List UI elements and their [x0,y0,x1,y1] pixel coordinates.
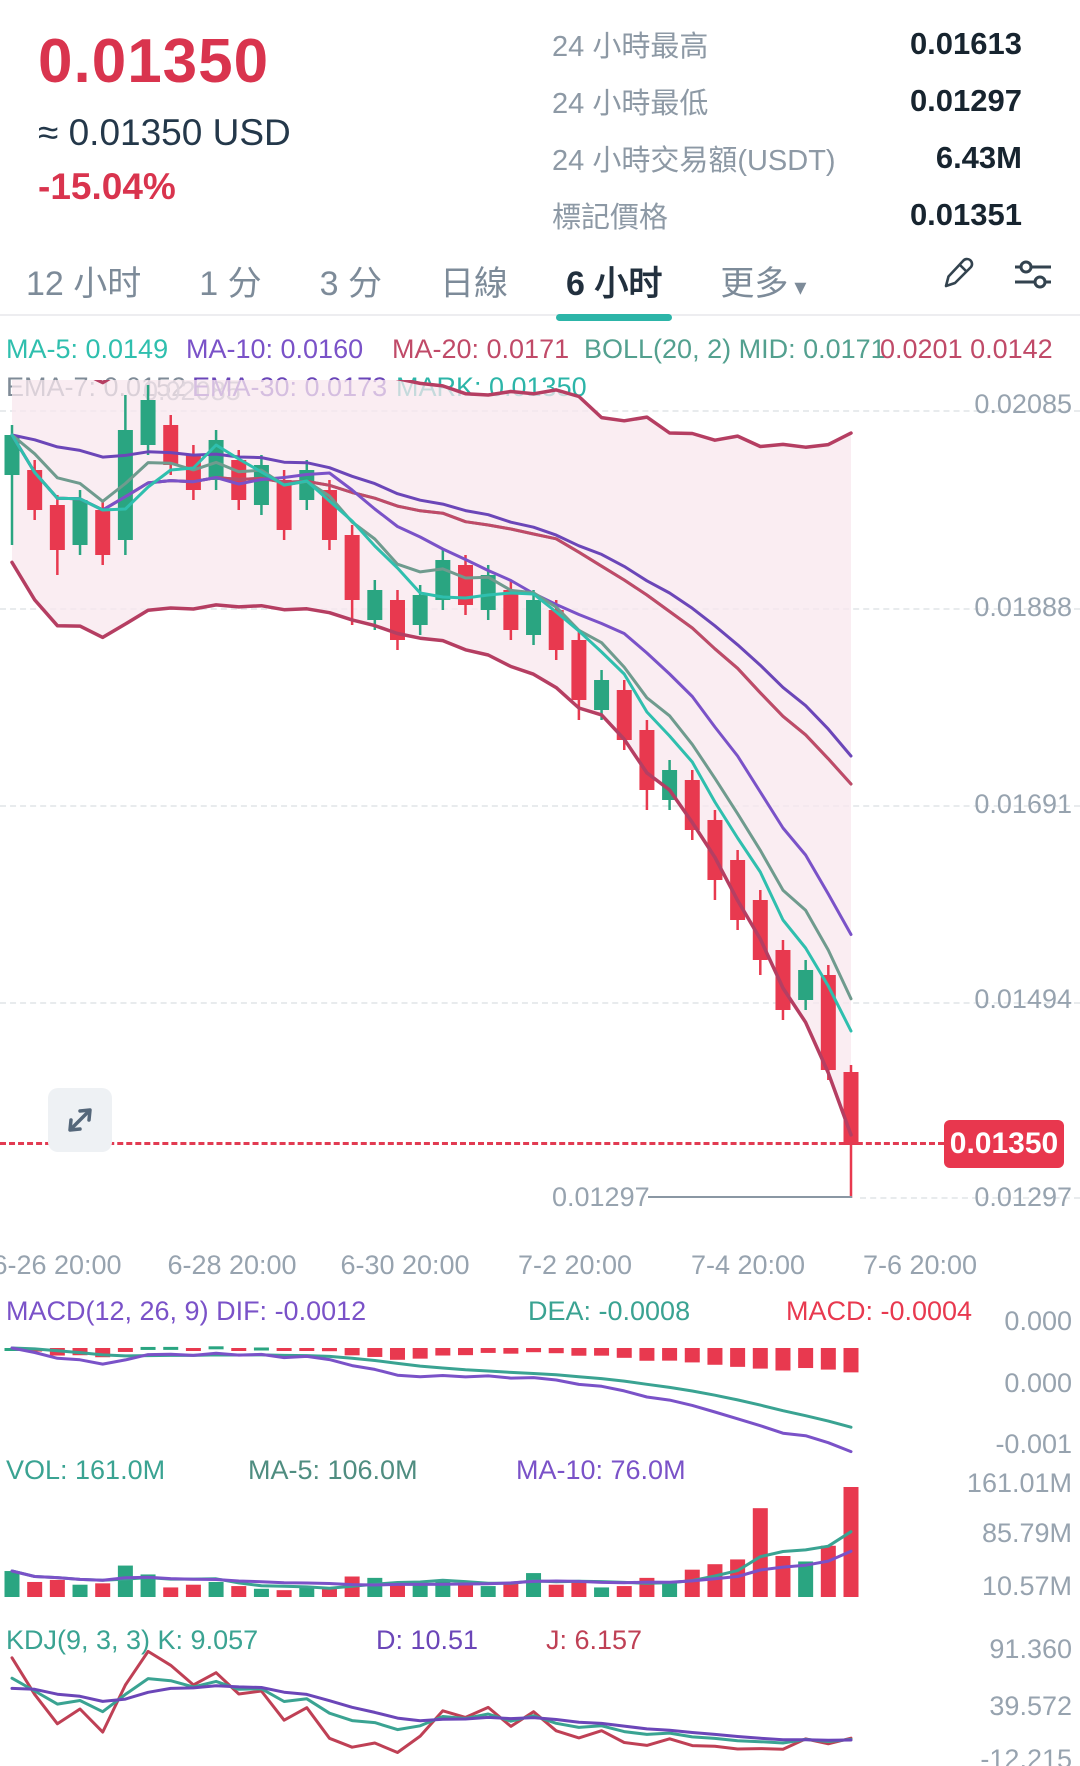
axis-label: 0.02085 [974,389,1072,419]
stat-label: 24 小時最高 [552,31,709,63]
axis-label: 0.000 [1004,1368,1072,1398]
stat-value: 0.01613 [909,26,1022,61]
axis-label: 0.01494 [974,984,1072,1014]
gridline [0,805,1080,807]
boll-band-values: 0.0201 0.0142 [880,334,1053,364]
candlestick-chart[interactable] [0,380,1080,1220]
stat-value: 0.01297 [909,83,1022,118]
axis-label: 91.360 [989,1634,1072,1664]
kdj-header-label: KDJ(9, 3, 3) K: 9.057 [6,1625,259,1655]
last-price-badge: 0.01350 [944,1120,1064,1168]
tab-3 分[interactable]: 3 分 [319,265,382,303]
tab-1 分[interactable]: 1 分 [199,265,262,303]
axis-label: 39.572 [989,1691,1072,1721]
time-axis-label: 7-2 20:00 [517,1250,633,1280]
interval-tab-bar: 12 小时 1 分 3 分 日線 6 小时 更多 ▾ [0,246,1080,321]
chevron-down-icon: ▾ [794,274,807,301]
kdj-chart[interactable] [0,1645,1080,1766]
time-axis-label: 7-4 20:00 [690,1250,806,1280]
stat-value: 0.01351 [909,197,1022,232]
time-axis-label: 6-30 20:00 [340,1250,470,1280]
tab-更多[interactable]: 更多 ▾ [720,265,807,303]
current-price: 0.01350 [38,27,270,96]
stat-row: 24 小時最高 0.01613 [552,22,1022,66]
stat-row: 24 小時最低 0.01297 [552,79,1022,123]
axis-label: 161.01M [966,1468,1072,1498]
expand-arrows-icon [68,1108,92,1132]
stat-label: 標記價格 [552,202,669,234]
vol-ma5-label: MA-5: 106.0M [248,1455,418,1485]
tab-6 小时[interactable]: 6 小时 [555,246,673,321]
kdj-j-label: J: 6.157 [546,1625,643,1655]
ma20-indicator-label: MA-20: 0.0171 [392,334,570,364]
vol-header-label: VOL: 161.0M [6,1455,166,1485]
price-change-percent: -15.04% [38,166,176,207]
ma10-indicator-label: MA-10: 0.0160 [186,334,364,364]
tab-12 小时[interactable]: 12 小时 [26,265,142,303]
macd-header-label: MACD(12, 26, 9) DIF: -0.0012 [6,1296,367,1326]
gridline [0,1002,1080,1004]
pencil-draw-icon[interactable] [938,254,978,294]
boll-indicator-label: BOLL(20, 2) MID: 0.0171 [584,334,886,364]
axis-label: -0.001 [995,1429,1072,1459]
macd-value-label: MACD: -0.0004 [786,1296,973,1326]
fullscreen-expand-button[interactable] [48,1088,112,1152]
gridline [860,1197,1080,1199]
stat-label: 24 小時最低 [552,88,709,120]
axis-label: 10.57M [981,1571,1072,1601]
time-axis-label: 6-26 20:00 [0,1250,122,1280]
stat-value: 6.43M [935,140,1022,175]
macd-chart[interactable] [0,1300,1080,1460]
kdj-d-label: D: 10.51 [376,1625,479,1655]
time-axis-label: 6-28 20:00 [167,1250,297,1280]
approx-usd-price: ≈ 0.01350 USD [38,112,291,153]
vol-ma10-label: MA-10: 76.0M [516,1455,686,1485]
settings-tune-icon[interactable] [1012,254,1054,294]
volume-chart[interactable] [0,1475,1080,1600]
time-axis-label: 7-6 20:00 [862,1250,978,1280]
stat-row: 標記價格 0.01351 [552,193,1022,237]
axis-label: 0.01691 [974,789,1072,819]
tab-日線[interactable]: 日線 [439,265,508,303]
axis-label: 0.000 [1004,1306,1072,1336]
low-price-annotation: 0.01297 [552,1182,650,1212]
axis-label: -12.215 [980,1744,1072,1766]
ma5-indicator-label: MA-5: 0.0149 [6,334,169,364]
axis-label: 0.01888 [974,592,1072,622]
stat-label: 24 小時交易額(USDT) [552,145,836,177]
stat-row: 24 小時交易額(USDT) 6.43M [552,136,1022,180]
low-annotation-line [648,1196,852,1198]
macd-dea-label: DEA: -0.0008 [528,1296,691,1326]
last-price-line [0,1142,944,1145]
axis-label: 0.01297 [974,1182,1072,1212]
axis-label: 85.79M [981,1518,1072,1548]
